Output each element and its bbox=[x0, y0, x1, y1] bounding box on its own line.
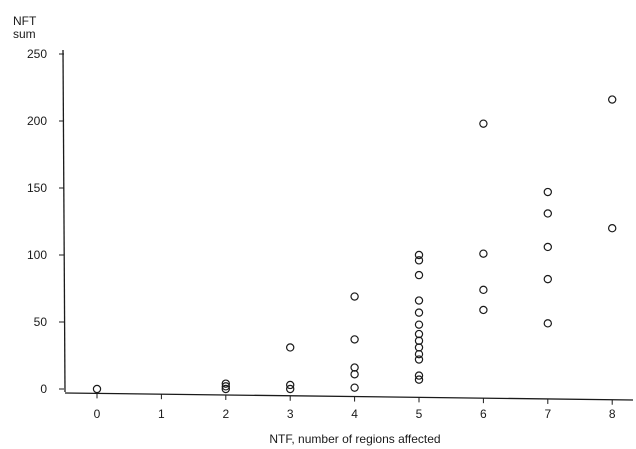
data-point bbox=[414, 320, 424, 329]
data-point bbox=[350, 335, 359, 344]
x-tick-label: 7 bbox=[544, 407, 551, 421]
x-tick-label: 5 bbox=[416, 407, 423, 421]
data-point bbox=[414, 270, 424, 280]
data-point bbox=[479, 249, 488, 258]
data-point bbox=[543, 187, 553, 197]
data-point bbox=[221, 379, 230, 388]
data-point bbox=[479, 119, 488, 128]
data-point bbox=[479, 305, 488, 315]
data-point bbox=[414, 256, 424, 265]
data-point bbox=[479, 285, 488, 295]
data-point bbox=[543, 242, 553, 252]
x-axis-line bbox=[64, 392, 634, 401]
y-tick-label: 100 bbox=[27, 248, 47, 262]
data-point bbox=[221, 382, 230, 391]
data-point bbox=[350, 383, 359, 392]
y-tick-label: 150 bbox=[27, 181, 47, 195]
y-axis-title-line-1: NFT bbox=[13, 14, 37, 28]
data-point bbox=[350, 370, 359, 379]
data-point bbox=[414, 250, 424, 260]
data-points bbox=[92, 95, 617, 394]
data-point bbox=[414, 296, 424, 305]
data-point bbox=[221, 384, 230, 394]
ticks: 0 50 100 150 200 250 0 1 2 3 4 5 6 7 8 bbox=[27, 47, 616, 421]
y-tick-label: 200 bbox=[27, 114, 47, 128]
data-point bbox=[414, 371, 424, 380]
data-point bbox=[608, 223, 617, 233]
x-tick-label: 1 bbox=[158, 407, 165, 421]
data-point bbox=[414, 375, 424, 384]
data-point bbox=[350, 292, 359, 301]
data-point bbox=[414, 308, 424, 317]
x-tick-label: 3 bbox=[287, 407, 294, 421]
data-point bbox=[543, 319, 553, 328]
y-axis-line bbox=[62, 49, 66, 393]
data-point bbox=[414, 355, 424, 364]
y-axis-title-line-2: sum bbox=[13, 27, 36, 41]
data-point bbox=[286, 380, 295, 390]
y-tick-label: 250 bbox=[27, 47, 47, 61]
data-point bbox=[608, 95, 617, 104]
x-tick-label: 4 bbox=[351, 407, 358, 421]
x-axis-title: NTF, number of regions affected bbox=[269, 432, 440, 446]
y-tick-label: 0 bbox=[40, 382, 47, 396]
x-tick-label: 2 bbox=[222, 407, 229, 421]
data-point bbox=[543, 209, 553, 218]
data-point bbox=[92, 384, 102, 394]
axes bbox=[62, 49, 634, 401]
data-point bbox=[543, 274, 553, 284]
data-point bbox=[414, 349, 424, 359]
data-point bbox=[286, 384, 295, 394]
data-point bbox=[286, 343, 295, 352]
y-tick-label: 50 bbox=[34, 315, 48, 329]
x-tick-label: 6 bbox=[480, 407, 487, 421]
x-tick-label: 8 bbox=[609, 407, 616, 421]
x-tick-label: 0 bbox=[94, 407, 101, 421]
